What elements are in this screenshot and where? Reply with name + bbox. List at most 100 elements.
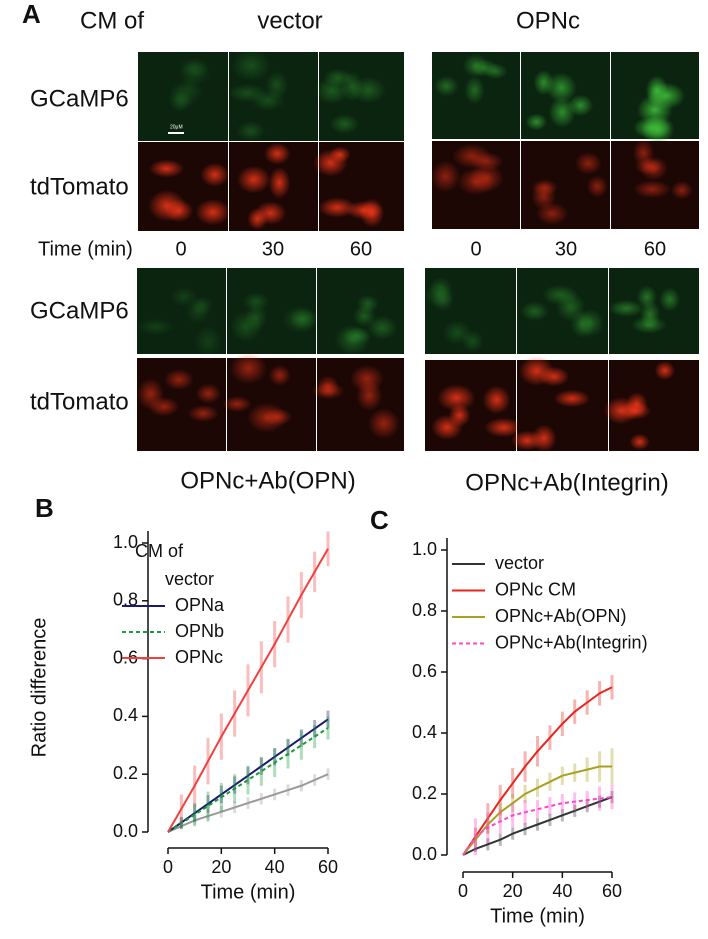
cell: [368, 408, 400, 439]
series-line: [167, 773, 329, 833]
y-tick-label: 0.8: [113, 590, 138, 610]
cell: [519, 355, 554, 386]
cell: [195, 199, 231, 226]
group-label: OPNc+Ab(OPN): [180, 467, 355, 494]
series-line: [462, 796, 613, 856]
cell: [482, 385, 511, 415]
panel-letter: C: [370, 505, 389, 535]
cell: [641, 114, 675, 144]
y-tick-label: 0.0: [412, 844, 437, 864]
cell: [536, 202, 569, 225]
time-value: 30: [262, 238, 284, 260]
cell: [148, 396, 180, 417]
x-tick-label: 0: [458, 881, 468, 901]
cell: [631, 316, 667, 334]
y-tick-label: 0.2: [412, 783, 437, 803]
cell: [264, 142, 291, 165]
cell: [268, 166, 291, 199]
cell: [608, 299, 644, 317]
cell: [464, 76, 485, 105]
cell: [431, 288, 455, 312]
cell: [265, 70, 289, 100]
cell: [470, 58, 499, 77]
x-tick-label: 20: [503, 881, 523, 901]
x-tick-label: 60: [602, 881, 622, 901]
cell: [236, 121, 266, 141]
time-value: 0: [175, 238, 186, 260]
cm-label: CM of: [80, 7, 144, 34]
legend-label: OPNc: [175, 647, 223, 667]
group-label: OPNc: [516, 7, 580, 34]
time-label: Time (min): [38, 238, 133, 260]
cell: [350, 76, 386, 104]
cell: [187, 405, 219, 422]
y-tick-label: 0.8: [412, 600, 437, 620]
cell: [179, 61, 211, 85]
cell: [137, 318, 175, 336]
series-line: [167, 727, 329, 833]
cell: [230, 352, 267, 385]
time-value: 0: [470, 238, 481, 260]
cell: [195, 383, 221, 404]
cell: [345, 200, 383, 220]
legend-label: OPNc+Ab(Integrin): [495, 632, 648, 652]
legend-title: CM of: [135, 541, 184, 561]
x-axis-label: Time (min): [201, 881, 296, 903]
cell: [553, 389, 591, 408]
legend-label: vector: [165, 569, 214, 589]
panel-letter: A: [22, 0, 41, 29]
series-line: [462, 765, 612, 856]
cell: [247, 402, 287, 433]
y-tick-label: 0.6: [412, 661, 437, 681]
micrographs: [137, 49, 699, 453]
cell: [231, 49, 271, 82]
row-label: GCaMP6: [30, 297, 129, 324]
series-line: [462, 796, 613, 856]
group-label: OPNc+Ab(Integrin): [465, 469, 668, 496]
cell: [316, 375, 340, 397]
cell: [191, 295, 214, 316]
cell: [448, 403, 471, 427]
cell: [531, 424, 557, 453]
cell: [222, 396, 252, 413]
cell: [148, 189, 186, 222]
cell: [457, 167, 495, 196]
series-line: [167, 718, 329, 833]
cell: [367, 315, 398, 341]
legend-label: OPNa: [175, 595, 225, 615]
scale-bar-label: 20μM: [170, 124, 183, 130]
x-axis-label: Time (min): [490, 905, 585, 927]
cell: [200, 162, 230, 187]
cell: [329, 114, 360, 134]
series-line: [167, 548, 329, 833]
cell: [164, 369, 194, 391]
time-value: 60: [350, 238, 372, 260]
x-tick-label: 20: [211, 857, 231, 877]
cell: [484, 417, 523, 438]
cell: [567, 94, 594, 117]
legend-label: OPNc+Ab(OPN): [495, 606, 627, 626]
cell: [342, 327, 372, 345]
series-line: [462, 686, 613, 856]
legend-label: vector: [495, 553, 544, 573]
cell: [329, 146, 351, 163]
cell: [659, 287, 681, 312]
y-tick-label: 0.4: [412, 722, 437, 742]
cell: [434, 75, 459, 97]
cell: [268, 364, 291, 386]
cell: [290, 308, 317, 330]
cell: [570, 310, 595, 339]
cell: [254, 201, 287, 225]
cell: [442, 320, 472, 345]
y-tick-label: 0.0: [113, 821, 138, 841]
time-value: 60: [644, 238, 666, 260]
cell: [149, 159, 184, 178]
cell: [634, 158, 663, 175]
y-tick-label: 0.4: [113, 705, 138, 725]
cell: [194, 325, 223, 358]
cell: [670, 180, 693, 200]
panel-letter: B: [35, 493, 54, 523]
cell: [603, 397, 639, 425]
